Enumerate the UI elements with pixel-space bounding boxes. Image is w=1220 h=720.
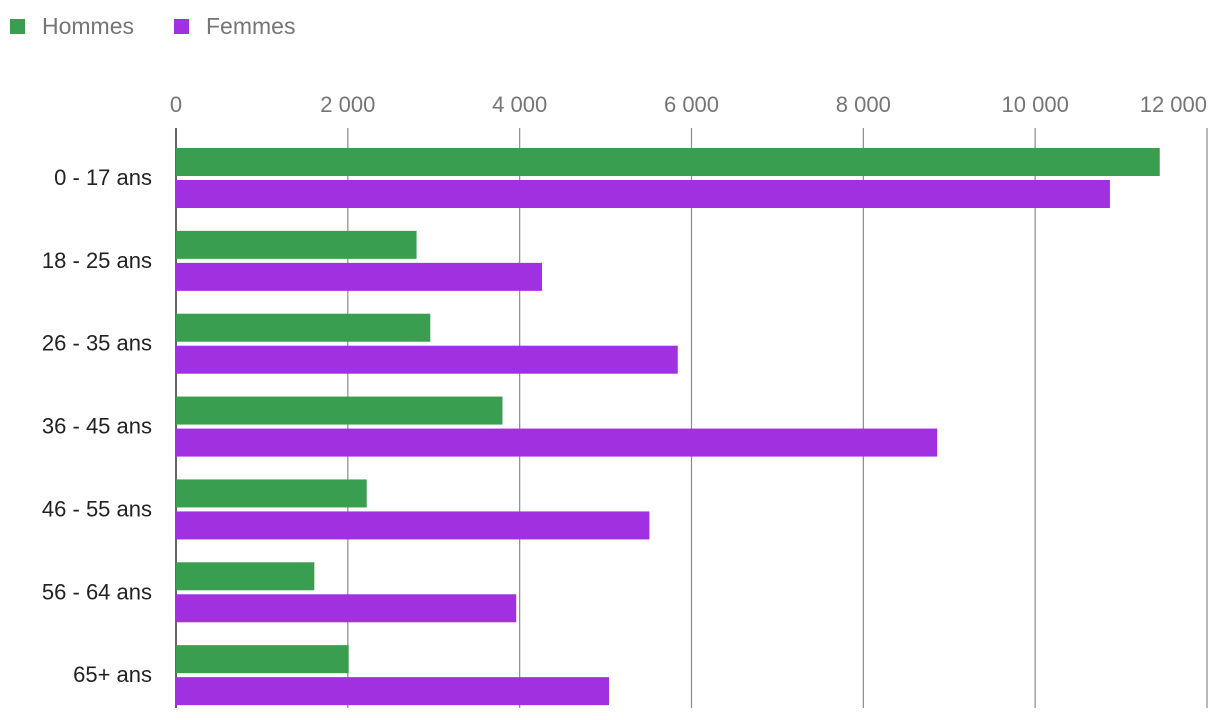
bar-femmes-3 xyxy=(176,428,938,457)
bar-femmes-1 xyxy=(176,262,543,291)
bar-femmes-5 xyxy=(176,594,517,623)
legend: Hommes Femmes xyxy=(10,13,295,39)
category-label: 18 - 25 ans xyxy=(42,248,152,273)
legend-swatch-femmes xyxy=(174,19,189,34)
category-label: 0 - 17 ans xyxy=(54,165,152,190)
y-axis-categories: 0 - 17 ans 18 - 25 ans 26 - 35 ans 36 - 45 … xyxy=(42,165,152,687)
bar-hommes-4 xyxy=(176,479,367,508)
bar-hommes-2 xyxy=(176,313,431,342)
category-label: 46 - 55 ans xyxy=(42,496,152,521)
x-tick-label: 0 xyxy=(170,92,182,117)
bar-hommes-0 xyxy=(176,148,1160,176)
bar-femmes-0 xyxy=(176,180,1110,208)
x-axis-ticks: 0 2 000 4 000 6 000 8 000 10 000 12 000 xyxy=(170,92,1207,117)
legend-label-femmes: Femmes xyxy=(206,13,295,39)
bar-femmes-2 xyxy=(176,345,678,374)
bar-hommes-1 xyxy=(176,230,417,259)
x-tick-label: 8 000 xyxy=(836,92,891,117)
bar-hommes-6 xyxy=(176,645,349,674)
bar-hommes-5 xyxy=(176,562,315,591)
x-tick-label: 12 000 xyxy=(1140,92,1207,117)
category-label: 56 - 64 ans xyxy=(42,579,152,604)
x-tick-label: 10 000 xyxy=(1002,92,1069,117)
x-tick-label: 4 000 xyxy=(492,92,547,117)
x-tick-label: 6 000 xyxy=(664,92,719,117)
x-tick-label: 2 000 xyxy=(320,92,375,117)
legend-label-hommes: Hommes xyxy=(42,13,134,39)
category-label: 65+ ans xyxy=(73,662,152,687)
category-label: 26 - 35 ans xyxy=(42,331,152,356)
bar-femmes-6 xyxy=(176,677,610,706)
bar-femmes-4 xyxy=(176,511,650,540)
bar-hommes-3 xyxy=(176,396,503,425)
bars xyxy=(176,148,1160,706)
legend-swatch-hommes xyxy=(10,19,25,34)
category-label: 36 - 45 ans xyxy=(42,414,152,439)
